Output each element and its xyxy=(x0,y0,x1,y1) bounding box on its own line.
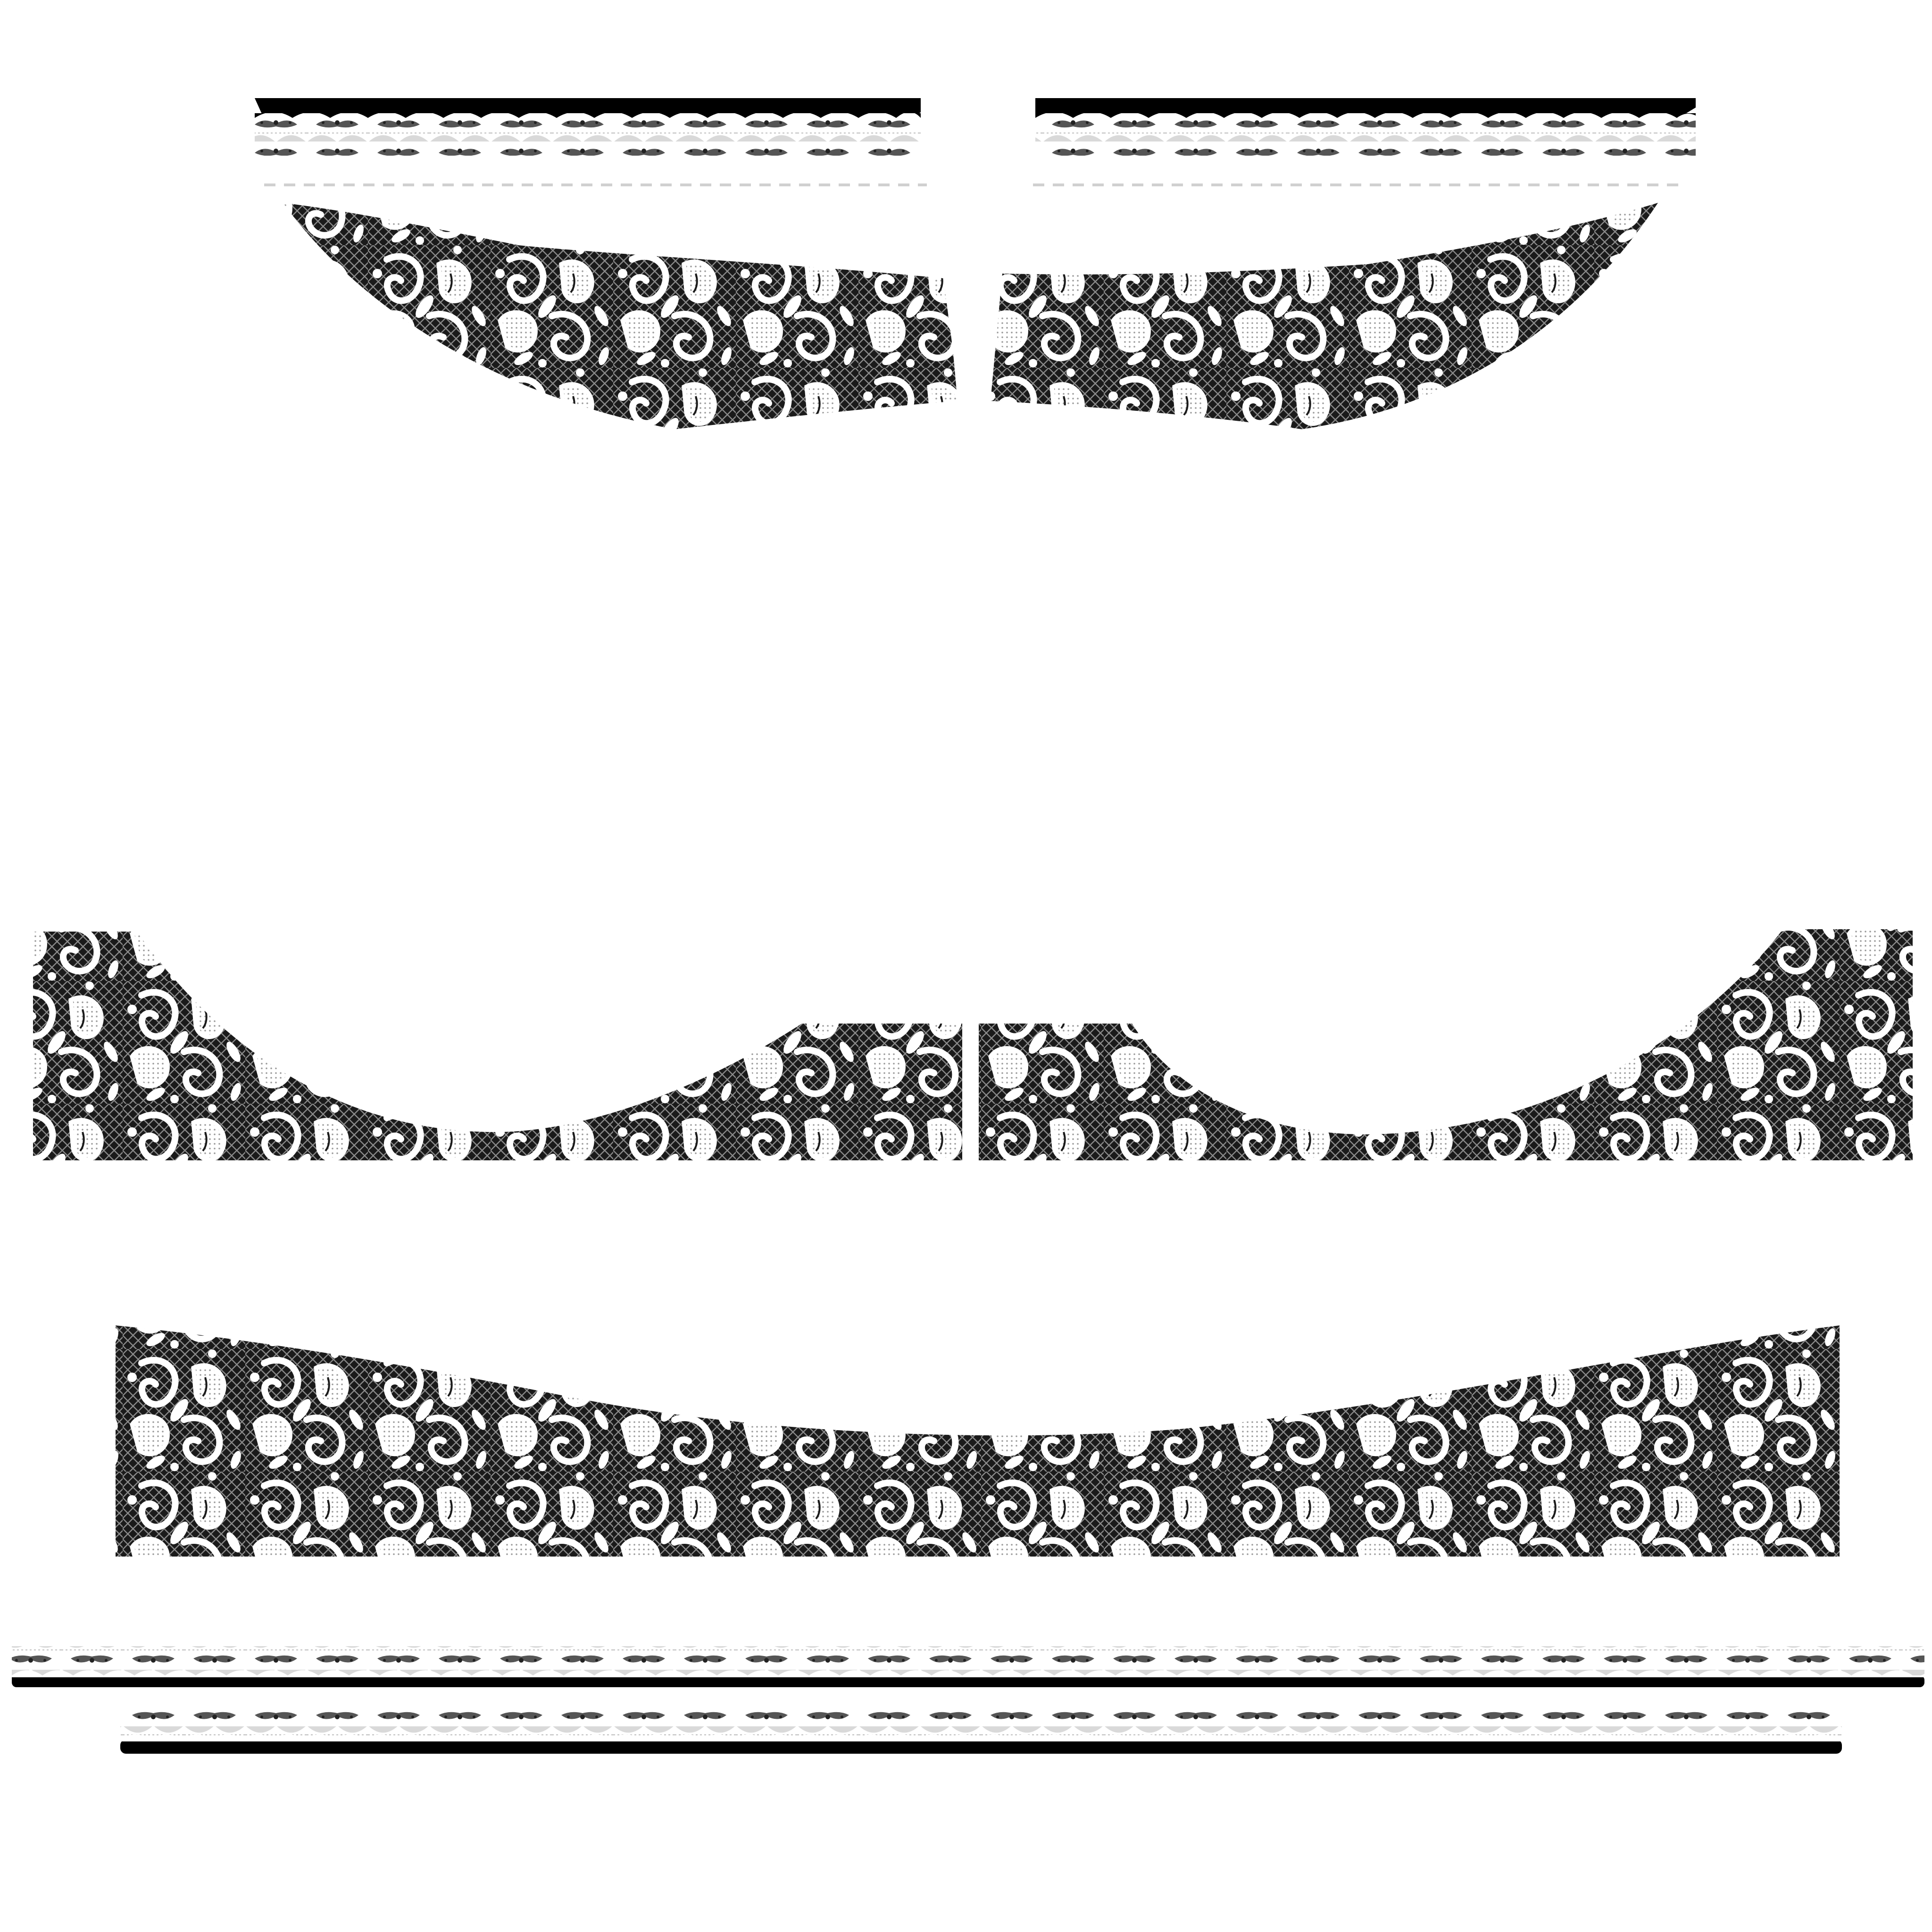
top-left-waistband xyxy=(255,98,927,186)
middle-left-lace-panel xyxy=(33,932,962,1160)
middle-right-lace-panel xyxy=(979,929,1913,1160)
bottom-lace-panel xyxy=(116,1325,1840,1557)
top-right-lace-cup xyxy=(991,203,1658,429)
short-trim-strip xyxy=(120,1710,1842,1754)
top-right-waistband xyxy=(1033,98,1696,186)
long-trim-strip xyxy=(12,1646,1924,1687)
top-left-lace-cup xyxy=(283,203,958,429)
